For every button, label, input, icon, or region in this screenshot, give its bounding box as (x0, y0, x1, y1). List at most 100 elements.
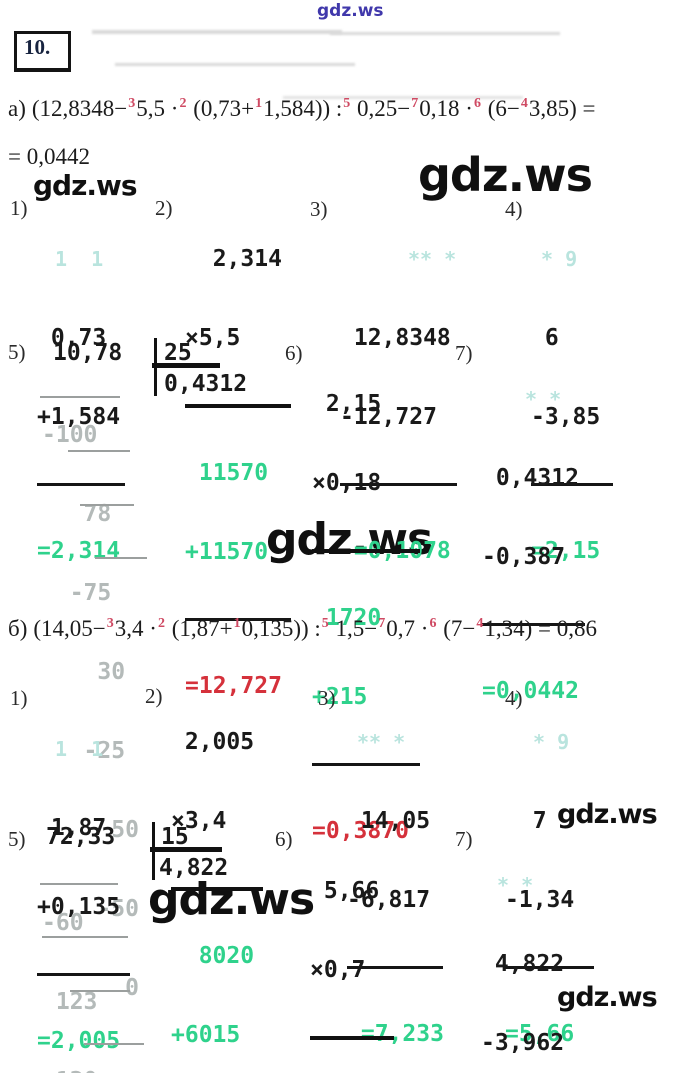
op-order-6: 6 (473, 96, 481, 112)
borrow-marks: ** * (357, 730, 406, 754)
expression-a-text: (6− (481, 96, 520, 121)
result-line (185, 618, 291, 621)
op-order-5: 5 (343, 96, 351, 112)
expression-a-text: (12,8348− (31, 96, 128, 121)
operand: 2,314 (185, 246, 282, 272)
step-label-a4: 4) (505, 197, 523, 221)
op-order-5: 5 (321, 616, 329, 632)
expression-b-text: (14,05− (33, 616, 106, 641)
step-label-a6: 6) (285, 341, 303, 365)
operand: -1,34 (505, 887, 575, 913)
addition-a1: 1 1 0,73 +1,584 =2,314 (37, 196, 125, 617)
result-line (505, 966, 594, 969)
partial-product: 11570 (185, 460, 269, 486)
operand: ×0,18 (312, 470, 382, 496)
division-steps-b: -60 123 -120 33 -30 30 -30 0 (42, 858, 125, 1073)
subtraction-a3: ** * 12,8348 -12,727 =0,1078 (340, 196, 457, 617)
result-line (531, 483, 613, 486)
expression-b-text: (1,87+ (165, 616, 233, 641)
product-line (171, 887, 263, 891)
division-underline (70, 990, 130, 992)
operand: 2,005 (171, 729, 255, 755)
result-line (482, 623, 585, 626)
addition-b1: 1 1 1,87 +0,135 =2,005 (37, 686, 130, 1073)
divisor-underline (150, 847, 222, 852)
step-label-b3: 3) (318, 686, 336, 710)
divisor: 15 (161, 824, 189, 850)
quotient: 0,4312 (164, 371, 248, 397)
result: =5,66 (505, 1021, 575, 1047)
watermark-top: gdz.ws (317, 1, 384, 21)
division-steps-a: -100 78 -75 30 -25 50 -50 0 (42, 370, 139, 1054)
watermark-division-b: gdz.ws (148, 874, 315, 925)
division-step: -120 (42, 1068, 125, 1073)
division-step: 123 (42, 989, 98, 1015)
division-underline (40, 396, 120, 398)
borrow-marks: * * (497, 873, 534, 897)
result-line (312, 763, 420, 766)
watermark-bottom-right: gdz.ws (557, 982, 658, 1013)
multiplication-a2: 2,314 ×5,5 11570 +11570 =12,727 (185, 194, 291, 752)
carry-marks: 1 1 (55, 247, 104, 271)
operand: 1,87 (37, 815, 107, 841)
expression-b-text: 0,7 · (386, 616, 429, 641)
step-label-a1: 1) (10, 196, 28, 220)
quotient: 4,822 (159, 855, 229, 881)
subtraction-a7: * * 0,4312 -0,387 =0,0442 (482, 336, 585, 757)
expression-b-text: 1,34) = 0,86 (484, 616, 597, 641)
dividend: 72,33 (46, 824, 116, 850)
divisor: 25 (164, 340, 192, 366)
division-step: -25 (42, 738, 126, 764)
partial-product: +6015 (171, 1022, 241, 1048)
op-order-6: 6 (429, 616, 437, 632)
step-label-a2: 2) (155, 196, 173, 220)
operand: 14,05 (347, 808, 431, 834)
result: =0,0442 (482, 678, 579, 704)
division-step: -100 (42, 422, 98, 448)
operand: -3,962 (481, 1030, 565, 1056)
expression-b-text: 3,4 · (114, 616, 157, 641)
multiplication-a6: 2,15 ×0,18 1720 +215 =0,3870 (312, 339, 420, 897)
expression-a-text: 0,18 · (419, 96, 473, 121)
expression-a: a) (12,8348−35,5 ·2 (0,73+11,584)) :5 0,2… (8, 96, 595, 122)
watermark-row1-left: gdz.ws (33, 169, 138, 202)
step-label-a5: 5) (8, 340, 26, 364)
op-order-3: 3 (106, 616, 114, 632)
multiplication-b6: 5,66 ×0,7 =3,962 (310, 826, 394, 1073)
expression-b: б) (14,05−33,4 ·2 (1,87+10,135)) :5 1,5−7… (8, 616, 597, 642)
multiplication-b2: 2,005 ×3,4 8020 +6015 =6,817 (171, 677, 263, 1073)
partial-product: +215 (312, 684, 368, 710)
expression-a-text: 5,5 · (136, 96, 179, 121)
product-line (312, 549, 420, 553)
operand: -3,85 (531, 404, 601, 430)
result-line (347, 966, 443, 969)
subtraction-b3: ** * 14,05 -6,817 =7,233 (347, 679, 444, 1073)
scan-smudge (283, 96, 523, 99)
step-label-a3: 3) (310, 197, 328, 221)
borrow-marks: ** * (408, 247, 457, 271)
result: =2,15 (531, 538, 601, 564)
partial-product: 8020 (171, 943, 255, 969)
dividend: 10,78 (53, 340, 123, 366)
operand: -12,727 (340, 404, 437, 430)
division-step: -75 (42, 580, 112, 606)
result-line (37, 483, 125, 486)
operand: -0,387 (482, 544, 566, 570)
step-label-a7: 7) (455, 341, 473, 365)
division-underline (84, 1043, 144, 1045)
scan-smudge (330, 32, 560, 35)
result-line (340, 483, 457, 486)
op-order-4: 4 (520, 96, 528, 112)
watermark-row1-right: gdz.ws (418, 148, 593, 202)
op-order-7: 7 (411, 96, 419, 112)
division-underline (68, 450, 130, 452)
result: =2,314 (37, 538, 121, 564)
expression-a-text: (0,73+ (187, 96, 255, 121)
scan-smudge (92, 30, 342, 34)
operand: ×5,5 (185, 325, 241, 351)
division-underline (42, 936, 128, 938)
step-label-b4: 4) (505, 686, 523, 710)
step-label-b2: 2) (145, 684, 163, 708)
op-order-2: 2 (179, 96, 187, 112)
operand: 5,66 (310, 878, 380, 904)
